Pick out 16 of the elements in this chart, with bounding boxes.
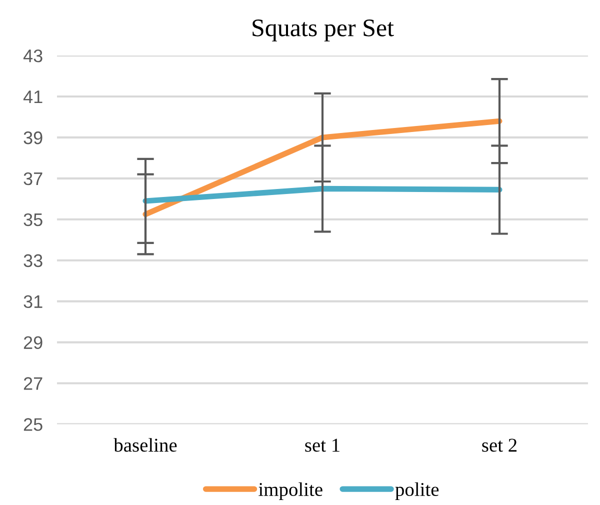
y-tick-label: 37 [24,172,42,186]
y-tick-label: 29 [24,336,42,349]
x-tick-label: set 2 [482,438,517,452]
y-tick-label: 39 [24,131,42,144]
y-tick-label: 25 [24,418,42,431]
y-tick-label: 31 [24,295,42,308]
legend-label: polite [395,482,439,500]
y-tick-label: 27 [24,377,42,390]
legend-label: impolite [258,482,322,500]
y-tick-label: 33 [24,254,42,268]
y-tick-label: 43 [23,49,42,62]
chart-title: Squats per Set [252,20,394,42]
y-tick-label: 35 [24,213,42,226]
y-tick-label: 41 [23,90,42,104]
x-tick-label: baseline [114,438,177,452]
x-tick-label: set 1 [305,438,340,452]
